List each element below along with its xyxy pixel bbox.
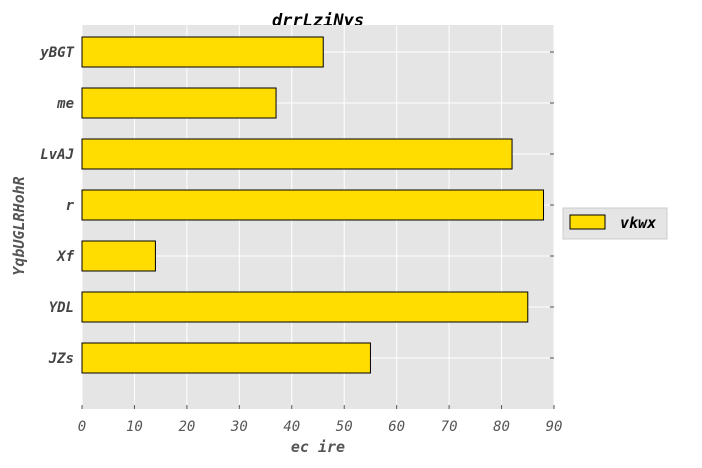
- y-tick-label: r: [66, 198, 75, 214]
- x-tick-label: 50: [336, 419, 353, 435]
- bar: [81, 240, 156, 272]
- y-tick-label: yBGT: [39, 45, 74, 61]
- y-tick-label: Xf: [56, 249, 74, 265]
- bar: [81, 36, 324, 68]
- x-tick-label: 30: [230, 419, 248, 435]
- y-tick-label: me: [56, 96, 74, 112]
- legend-swatch: [569, 214, 606, 230]
- x-tick-label: 60: [388, 419, 405, 435]
- y-axis-ticks: yBGT me LvAJ r Xf YDL JZs: [39, 45, 554, 367]
- bars: [81, 36, 545, 374]
- y-tick-label: LvAJ: [40, 147, 74, 163]
- bar: [81, 189, 545, 221]
- x-tick-label: 70: [441, 419, 458, 435]
- y-tick-label: JZs: [48, 351, 74, 367]
- legend: vkwx: [562, 207, 668, 240]
- bar: [81, 291, 529, 323]
- x-tick-label: 80: [493, 419, 510, 435]
- bar: [81, 342, 371, 374]
- x-axis-label: ec ire: [291, 438, 345, 456]
- x-tick-label: 10: [126, 419, 143, 435]
- bar: [81, 138, 513, 170]
- x-tick-label: 40: [283, 419, 300, 435]
- bar: [81, 87, 277, 119]
- y-tick-label: YDL: [49, 300, 74, 316]
- x-tick-label: 0: [78, 419, 86, 435]
- legend-label: vkwx: [620, 214, 656, 232]
- x-tick-label: 20: [178, 419, 195, 435]
- x-axis-ticks: 0 10 20 30 40 50 60 70 80 90: [78, 405, 563, 435]
- y-axis-label: YqbUGLRHohR: [10, 176, 28, 275]
- x-tick-label: 90: [546, 419, 563, 435]
